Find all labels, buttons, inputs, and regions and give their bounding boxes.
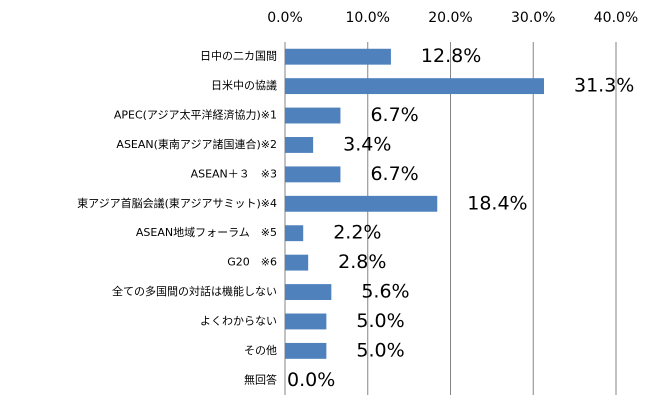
value-label: 5.0% [356, 310, 404, 332]
x-tick-label: 30.0% [511, 10, 555, 26]
value-label: 5.0% [356, 339, 404, 361]
category-label: ASEAN地域フォーラム ※5 [136, 226, 277, 239]
bar [285, 48, 391, 65]
category-label: 日中の二カ国間 [200, 50, 277, 63]
bar [285, 225, 304, 242]
value-label: 5.6% [361, 281, 409, 303]
bar [285, 254, 309, 271]
value-label: 18.4% [467, 192, 527, 214]
category-label: 日米中の協議 [211, 78, 277, 92]
value-label: 31.3% [574, 75, 634, 97]
bar [285, 137, 314, 153]
category-label: 無回答 [244, 372, 277, 386]
category-label: 東アジア首脳会議(東アジアサミット)※4 [77, 196, 277, 210]
bar [285, 313, 327, 330]
bar [285, 166, 341, 183]
x-tick-label: 10.0% [346, 10, 390, 26]
value-label: 3.4% [343, 133, 391, 155]
bar [285, 195, 438, 212]
bar [285, 342, 327, 359]
x-tick-label: 0.0% [267, 10, 303, 26]
value-label: 2.2% [333, 222, 381, 244]
value-label: 12.8% [421, 45, 481, 67]
bar [285, 284, 332, 300]
category-label: その他 [244, 344, 277, 357]
category-label: ASEAN＋３ ※3 [191, 167, 277, 180]
value-label: 6.7% [370, 163, 418, 185]
category-label: よくわからない [200, 314, 277, 327]
category-label: 全ての多国間の対話は機能しない [112, 284, 277, 298]
x-tick-label: 40.0% [594, 10, 638, 26]
value-label: 2.8% [338, 251, 386, 273]
value-label: 6.7% [370, 104, 418, 126]
category-label: G20 ※6 [227, 256, 277, 269]
value-label: 0.0% [287, 369, 335, 391]
bar [285, 78, 545, 95]
category-label: ASEAN(東南アジア諸国連合)※2 [116, 137, 277, 151]
category-label: APEC(アジア太平洋経済協力)※1 [114, 108, 277, 122]
x-tick-label: 20.0% [428, 10, 472, 26]
bar [285, 107, 341, 124]
